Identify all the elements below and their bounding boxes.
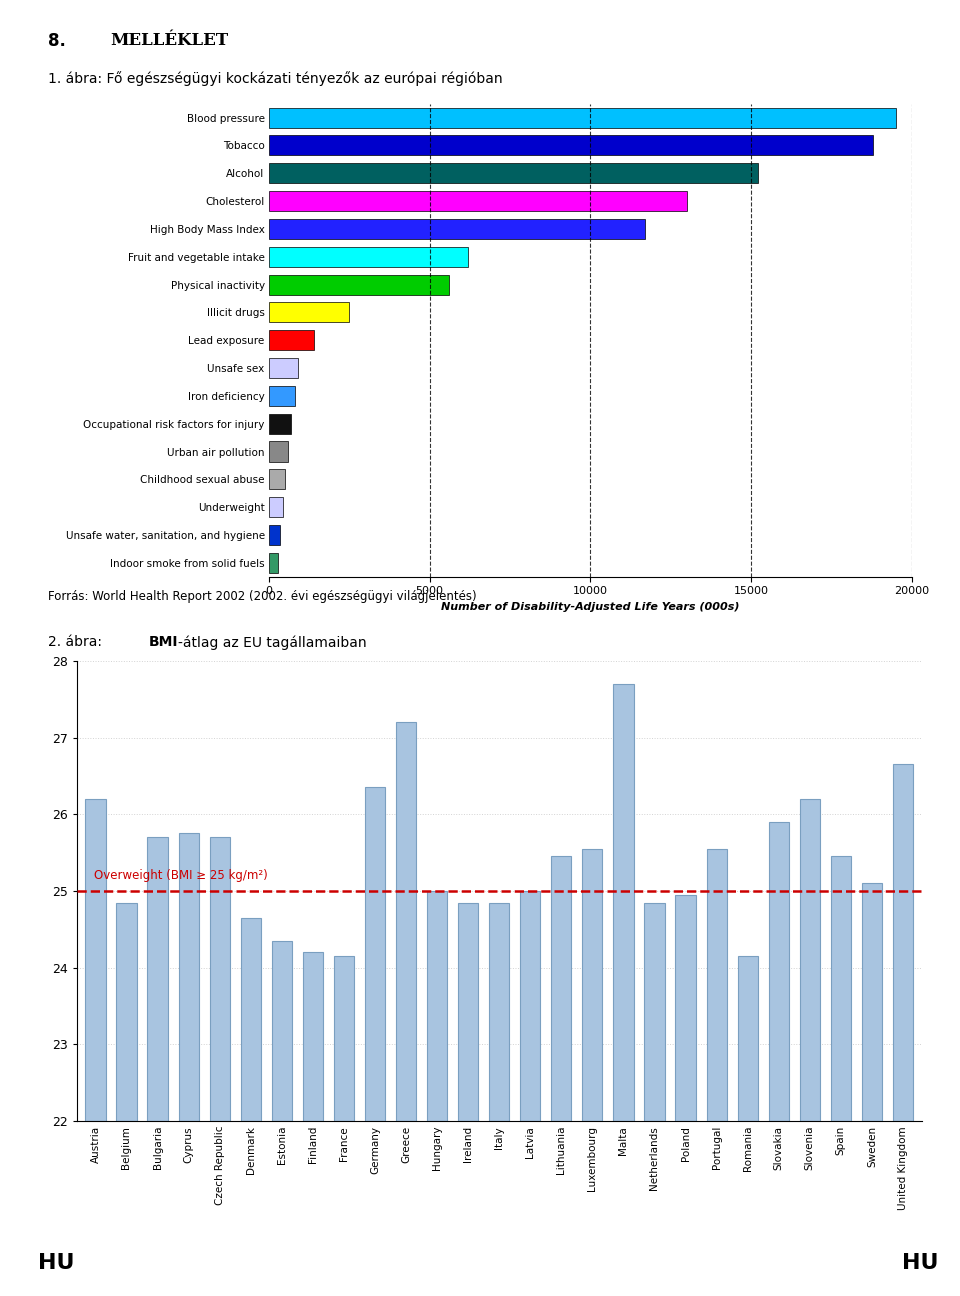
Bar: [334, 956, 354, 1121]
Bar: [269, 413, 291, 434]
Bar: [269, 386, 295, 406]
Text: 2. ábra:: 2. ábra:: [48, 635, 107, 649]
Bar: [116, 902, 136, 1121]
Bar: [269, 553, 277, 573]
Bar: [800, 798, 820, 1121]
Bar: [269, 163, 757, 183]
Bar: [269, 135, 874, 156]
Bar: [269, 302, 349, 323]
Text: Forrás: World Health Report 2002 (2002. évi egészségügyi világjelentés): Forrás: World Health Report 2002 (2002. …: [48, 590, 476, 603]
Bar: [148, 837, 168, 1121]
Bar: [520, 892, 540, 1121]
Bar: [272, 941, 292, 1121]
Text: -átlag az EU tagállamaiban: -átlag az EU tagállamaiban: [178, 635, 366, 649]
Bar: [365, 788, 385, 1121]
Bar: [707, 849, 727, 1121]
Bar: [269, 246, 468, 267]
Bar: [269, 191, 687, 211]
Bar: [269, 525, 280, 546]
Bar: [489, 902, 510, 1121]
Bar: [85, 798, 106, 1121]
Bar: [427, 892, 447, 1121]
Bar: [396, 722, 416, 1121]
Text: HU: HU: [38, 1253, 75, 1273]
Bar: [269, 498, 283, 517]
Bar: [269, 469, 285, 490]
Text: 8.: 8.: [48, 32, 66, 51]
Bar: [269, 219, 645, 238]
Bar: [269, 442, 288, 461]
Bar: [644, 902, 664, 1121]
Bar: [769, 822, 789, 1121]
Bar: [302, 953, 323, 1121]
Text: BMI: BMI: [149, 635, 179, 649]
Bar: [613, 684, 634, 1121]
Bar: [269, 330, 314, 350]
Text: Overweight (BMI ≥ 25 kg/m²): Overweight (BMI ≥ 25 kg/m²): [94, 868, 268, 881]
Text: 1. ábra: Fő egészségügyi kockázati tényezők az európai régióban: 1. ábra: Fő egészségügyi kockázati ténye…: [48, 71, 503, 86]
Bar: [241, 918, 261, 1121]
Text: HU: HU: [902, 1253, 939, 1273]
Bar: [269, 275, 449, 294]
Bar: [179, 833, 199, 1121]
Bar: [737, 956, 757, 1121]
Bar: [551, 857, 571, 1121]
Bar: [893, 765, 913, 1121]
Bar: [583, 849, 603, 1121]
Text: MЕLLÉKLET: MЕLLÉKLET: [110, 32, 228, 49]
X-axis label: Number of Disability-Adjusted Life Years (000s): Number of Disability-Adjusted Life Years…: [442, 603, 739, 612]
Bar: [862, 884, 882, 1121]
Bar: [676, 894, 696, 1121]
Bar: [830, 857, 851, 1121]
Bar: [209, 837, 229, 1121]
Bar: [458, 902, 478, 1121]
Bar: [269, 108, 896, 127]
Bar: [269, 358, 298, 378]
